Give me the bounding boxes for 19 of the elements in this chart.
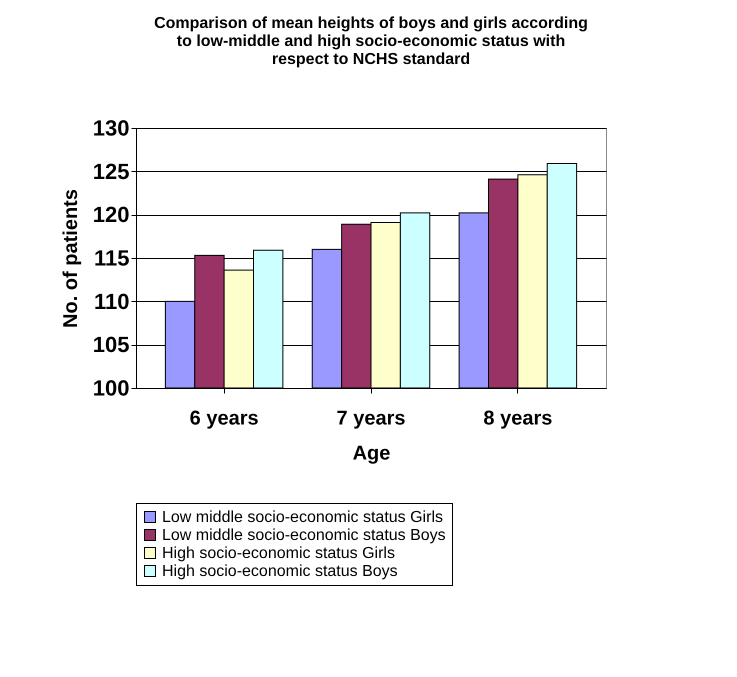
text: Comparison of mean heights of boys and girls according bbox=[154, 15, 588, 32]
y-tick-label: 100 bbox=[92, 376, 130, 400]
y-tick-label: 110 bbox=[94, 288, 130, 314]
legend-label: Low middle socio-economic status Girls bbox=[162, 509, 443, 526]
y-tick-label: 115 bbox=[94, 246, 130, 270]
y-tick-label: 130 bbox=[92, 116, 130, 140]
y-axis-title: No. of patients bbox=[60, 189, 82, 328]
text: respect to NCHS standard bbox=[272, 51, 470, 68]
y-tick-label: 125 bbox=[92, 158, 130, 184]
x-axis-title: Age bbox=[352, 442, 390, 464]
legend-label: Low middle socio-economic status Boys bbox=[162, 527, 446, 544]
legend-label: High socio-economic status Boys bbox=[162, 563, 398, 580]
legend-label: High socio-economic status Girls bbox=[162, 545, 395, 562]
y-tick-label: 120 bbox=[92, 202, 130, 228]
x-tick-label: 8 years bbox=[483, 408, 552, 430]
x-tick-label: 6 years bbox=[190, 408, 259, 430]
text: to low-middle and high socio-economic status with bbox=[176, 33, 566, 50]
x-tick-label: 7 years bbox=[336, 408, 406, 430]
y-tick-label: 105 bbox=[92, 332, 130, 358]
